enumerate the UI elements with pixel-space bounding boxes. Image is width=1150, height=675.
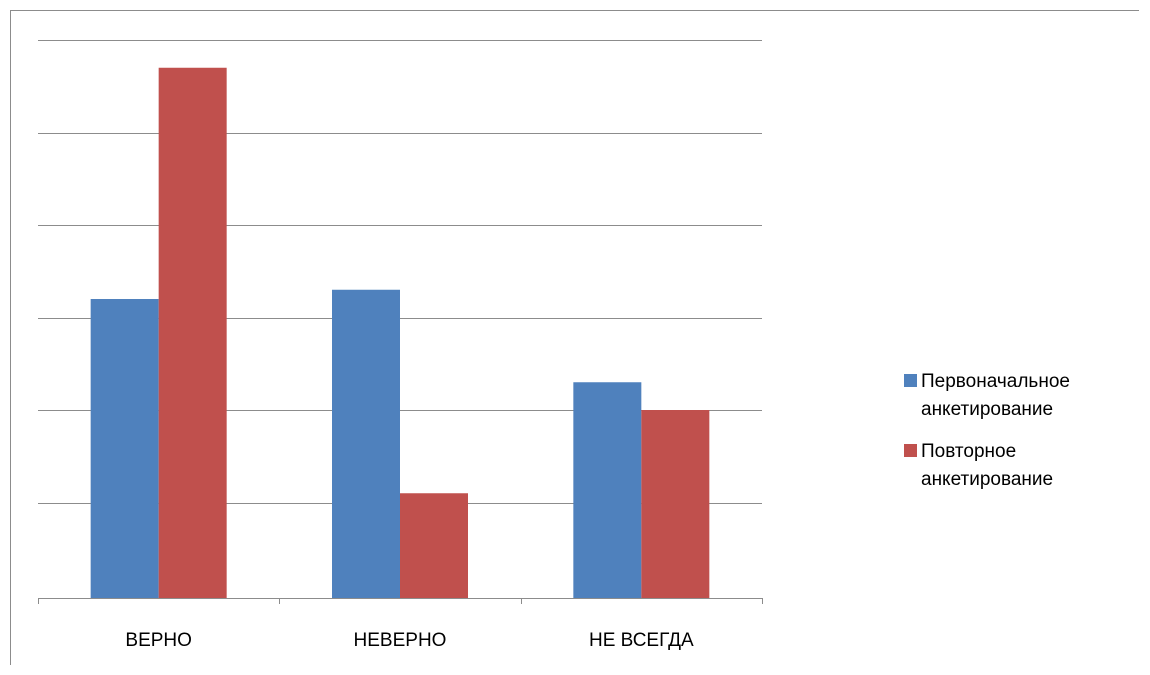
x-tick-label: ВЕРНО — [125, 630, 192, 651]
legend-swatch-initial — [904, 374, 917, 387]
legend-label-repeat: Повторное анкетирование — [921, 441, 1053, 490]
bar-initial-2 — [573, 382, 642, 598]
bar-initial-0 — [90, 299, 159, 598]
x-tick-label: НЕ ВСЕГДА — [589, 630, 694, 651]
bar-repeat-0 — [158, 67, 227, 598]
legend: Первоначальное анкетирование Повторное анке… — [904, 371, 1070, 490]
x-tick-labels: ВЕРНО НЕВЕРНО НЕ ВСЕГДА — [125, 630, 694, 651]
legend-label-initial: Первоначальное анкетирование — [921, 371, 1070, 420]
bar-repeat-2 — [641, 410, 710, 598]
bar-repeat-1 — [400, 493, 468, 598]
x-tick-label: НЕВЕРНО — [354, 630, 447, 651]
bars — [90, 67, 710, 598]
x-axis — [38, 598, 763, 604]
legend-swatch-repeat — [904, 444, 917, 457]
chart-area — [10, 10, 1139, 665]
bar-initial-1 — [332, 289, 400, 598]
